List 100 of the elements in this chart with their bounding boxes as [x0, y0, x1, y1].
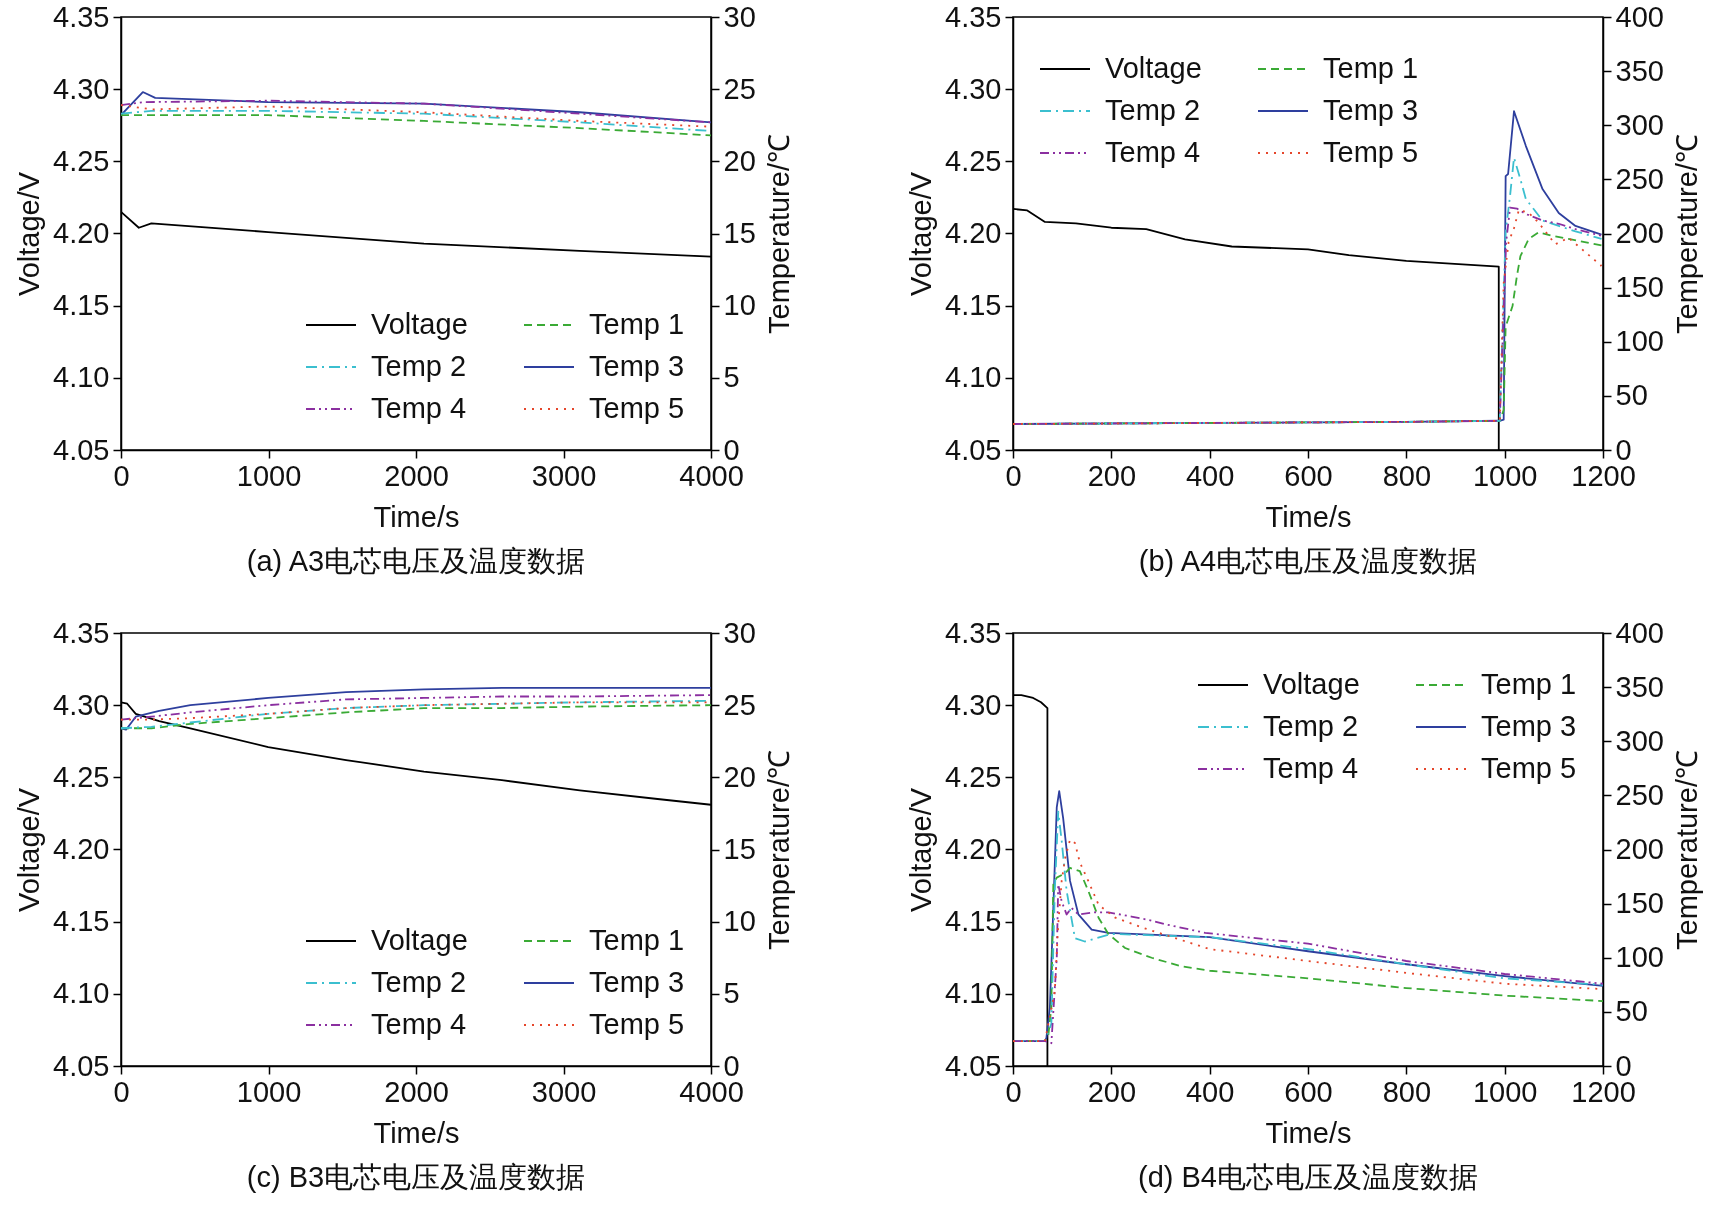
y2-tick-label: 15 — [723, 833, 756, 865]
legend-label: Temp 5 — [589, 1008, 685, 1040]
x-tick-label: 0 — [113, 459, 130, 492]
x-tick-label: 0 — [113, 1075, 130, 1108]
legend-label: Temp 4 — [371, 1008, 467, 1040]
x-tick-label: 1000 — [236, 1075, 302, 1108]
y2-tick-label: 15 — [723, 217, 756, 249]
y-tick-label: 4.35 — [945, 0, 1002, 33]
legend-label: Temp 5 — [589, 392, 685, 424]
y2-axis-title: Temperature/℃ — [1670, 750, 1703, 950]
x-tick-label: 1000 — [236, 459, 302, 492]
legend-label: Temp 3 — [1323, 94, 1419, 126]
legend-label: Temp 1 — [589, 308, 685, 340]
y-tick-label: 4.20 — [53, 833, 110, 865]
y-tick-label: 4.15 — [945, 289, 1002, 322]
y-axis-title: Voltage/V — [13, 787, 46, 913]
x-tick-label: 800 — [1382, 459, 1432, 492]
y-tick-label: 4.30 — [53, 72, 110, 105]
y2-tick-label: 400 — [1615, 616, 1664, 649]
y-tick-label: 4.20 — [53, 217, 110, 249]
legend-label: Temp 3 — [1481, 710, 1577, 742]
y-tick-label: 4.35 — [53, 616, 110, 649]
y2-tick-label: 10 — [723, 289, 756, 322]
legend-label: Temp 5 — [1481, 752, 1577, 784]
y-tick-label: 4.10 — [945, 977, 1002, 1010]
legend-label: Voltage — [371, 308, 468, 340]
y-tick-label: 4.25 — [53, 760, 110, 793]
x-tick-label: 200 — [1087, 1075, 1137, 1108]
legend-label: Temp 4 — [1105, 136, 1201, 168]
x-tick-label: 3000 — [531, 1075, 597, 1108]
y2-tick-label: 250 — [1615, 778, 1664, 811]
y2-tick-label: 50 — [1615, 379, 1648, 412]
legend-label: Temp 4 — [371, 392, 467, 424]
x-tick-label: 3000 — [531, 459, 597, 492]
y-tick-label: 4.10 — [53, 977, 110, 1010]
y-tick-label: 4.10 — [945, 361, 1002, 394]
y2-tick-label: 350 — [1615, 54, 1664, 87]
x-tick-label: 1000 — [1472, 459, 1538, 492]
legend-label: Temp 1 — [1323, 52, 1419, 84]
y2-tick-label: 30 — [723, 0, 756, 33]
y-tick-label: 4.15 — [53, 289, 110, 322]
y2-tick-label: 25 — [723, 72, 756, 105]
x-tick-label: 400 — [1185, 1075, 1235, 1108]
text: (d) B4电芯电压及温度数据 — [1138, 1161, 1478, 1193]
y-tick-label: 4.05 — [53, 1049, 110, 1082]
legend-label: Temp 3 — [589, 350, 685, 382]
y-tick-label: 4.10 — [53, 361, 110, 394]
y-tick-label: 4.25 — [945, 760, 1002, 793]
y2-axis-title: Temperature/℃ — [1670, 134, 1703, 334]
y-tick-label: 4.20 — [945, 217, 1002, 249]
y2-tick-label: 30 — [723, 616, 756, 649]
legend-label: Temp 1 — [1481, 668, 1577, 700]
x-axis-title: Time/s — [1265, 500, 1352, 533]
y2-tick-label: 300 — [1615, 724, 1664, 757]
y-axis-title: Voltage/V — [13, 171, 46, 297]
line-series — [121, 694, 711, 721]
text: (c) B3电芯电压及温度数据 — [246, 1161, 586, 1193]
x-tick-label: 2000 — [384, 1075, 449, 1108]
y-tick-label: 4.35 — [945, 616, 1002, 649]
y2-axis-title: Temperature/℃ — [762, 134, 795, 334]
y2-tick-label: 150 — [1615, 271, 1664, 304]
y-tick-label: 4.15 — [945, 905, 1002, 938]
legend-label: Temp 2 — [1105, 94, 1201, 126]
y2-tick-label: 350 — [1615, 670, 1664, 703]
x-tick-label: 0 — [1005, 459, 1022, 492]
line-series — [121, 91, 711, 124]
x-tick-label: 600 — [1284, 1075, 1333, 1108]
y2-tick-label: 100 — [1615, 941, 1664, 974]
y-tick-label: 4.30 — [53, 688, 110, 721]
y-tick-label: 4.15 — [53, 905, 110, 938]
y2-tick-label: 20 — [723, 144, 756, 177]
y-tick-label: 4.25 — [53, 144, 110, 177]
y2-tick-label: 100 — [1615, 325, 1664, 358]
y-tick-label: 4.30 — [945, 688, 1002, 721]
line-series — [121, 114, 711, 137]
y2-tick-label: 200 — [1615, 833, 1664, 865]
legend-label: Temp 2 — [371, 966, 467, 998]
text: (a) A3电芯电压及温度数据 — [246, 545, 586, 577]
y-axis-title: Voltage/V — [905, 787, 938, 913]
y2-tick-label: 200 — [1615, 217, 1664, 249]
legend-label: Temp 4 — [1263, 752, 1359, 784]
x-tick-label: 200 — [1087, 459, 1137, 492]
legend-label: Voltage — [1263, 668, 1360, 700]
x-axis-title: Time/s — [373, 1116, 460, 1149]
y-tick-label: 4.30 — [945, 72, 1002, 105]
y2-tick-label: 250 — [1615, 162, 1664, 195]
y-tick-label: 4.05 — [945, 1049, 1002, 1082]
x-tick-label: 600 — [1284, 459, 1333, 492]
y2-tick-label: 300 — [1615, 108, 1664, 141]
x-axis-title: Time/s — [1265, 1116, 1352, 1149]
y2-tick-label: 25 — [723, 688, 756, 721]
legend-label: Voltage — [1105, 52, 1202, 84]
x-tick-label: 1000 — [1472, 1075, 1538, 1108]
y-tick-label: 4.05 — [945, 433, 1002, 466]
y-tick-label: 4.35 — [53, 0, 110, 33]
y-tick-label: 4.05 — [53, 433, 110, 466]
y2-tick-label: 150 — [1615, 887, 1664, 920]
legend-label: Temp 1 — [589, 924, 685, 956]
y2-tick-label: 10 — [723, 905, 756, 938]
legend-label: Voltage — [371, 924, 468, 956]
